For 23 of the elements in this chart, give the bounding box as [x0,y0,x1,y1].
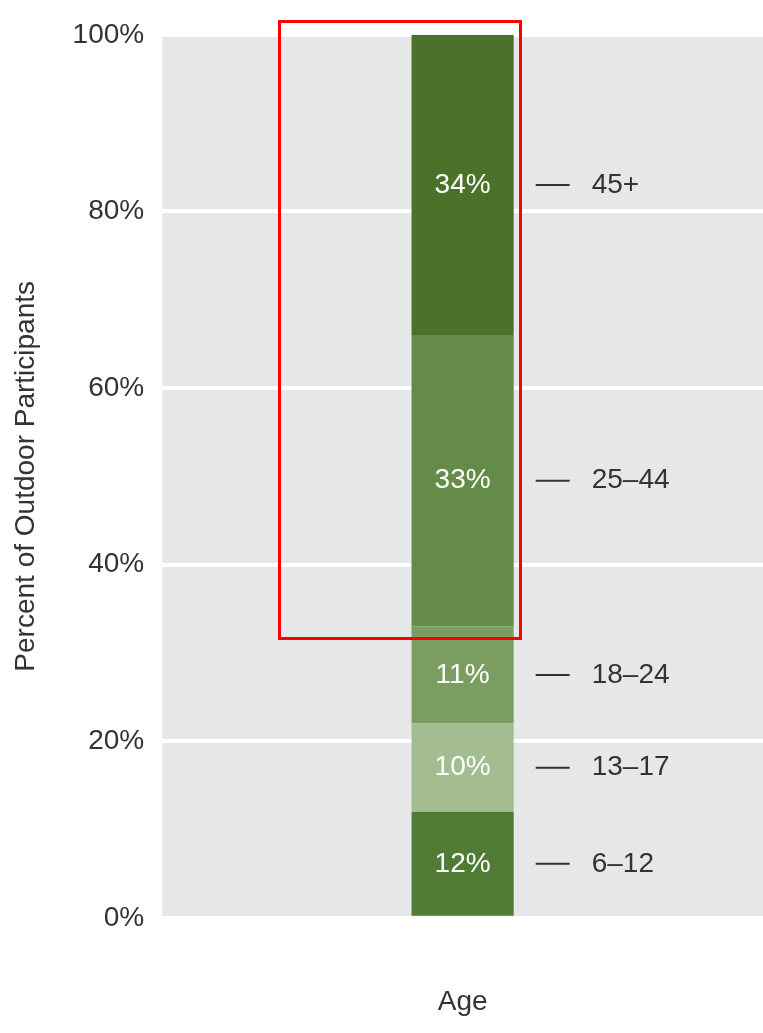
y-tick-label: 40% [88,547,145,579]
x-axis-title: Age [437,984,488,1016]
y-axis-title: Percent of Outdoor Participants [8,280,40,672]
bar [411,34,514,336]
bar [411,811,514,916]
y-tick-label: 0% [103,900,145,932]
data-label: 11% [435,657,490,689]
data-label: 10% [434,750,491,782]
bar [411,626,514,724]
y-tick-label: 100% [72,17,145,49]
data-label: 12% [434,846,491,878]
text: 25–44 [591,463,670,495]
data-label: 33% [434,463,491,495]
y-tick-label: 80% [88,194,145,226]
text: 6–12 [591,846,654,878]
bar [411,335,514,627]
text: 13–17 [591,750,670,782]
text: 45+ [591,167,640,199]
data-label: 34% [434,167,491,199]
bar [411,723,514,812]
y-tick-label: 20% [88,723,145,755]
text: 18–24 [591,657,670,689]
y-tick-label: 60% [88,370,145,402]
